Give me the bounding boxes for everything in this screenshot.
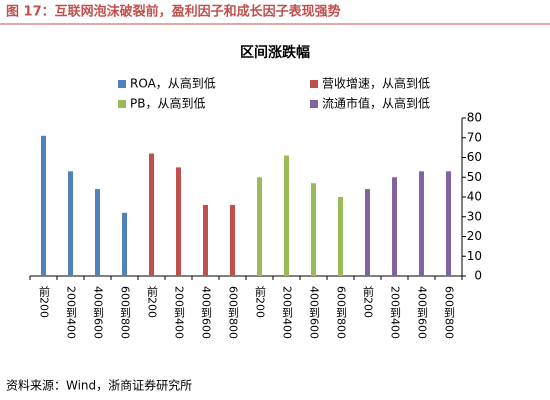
bar (392, 177, 397, 276)
legend-label: 流通市值，从高到低 (322, 96, 430, 111)
x-tick-label: 600到800 (335, 286, 348, 339)
x-tick-label: 600到800 (227, 286, 240, 339)
x-tick-label: 200到400 (281, 286, 294, 339)
y-tick-label: 0 (474, 269, 482, 283)
x-tick-label: 400到600 (92, 286, 105, 339)
x-tick-label: 200到400 (389, 286, 402, 339)
source: 资料来源：Wind，浙商证券研究所 (6, 378, 192, 393)
legend-label: 营收增速，从高到低 (322, 76, 430, 91)
bar (419, 171, 424, 276)
legend-swatch (310, 80, 318, 88)
y-tick-label: 80 (467, 111, 482, 125)
bar (446, 171, 451, 276)
bar (41, 135, 46, 276)
legend-swatch (118, 80, 126, 88)
legend-label: PB，从高到低 (130, 96, 205, 111)
bar (122, 212, 127, 276)
x-tick-label: 200到400 (65, 286, 78, 339)
x-tick-label: 400到600 (416, 286, 429, 339)
bar (338, 197, 343, 276)
legend-swatch (118, 100, 126, 108)
x-tick-label: 前200 (38, 285, 51, 318)
bar (230, 204, 235, 276)
legend-swatch (310, 100, 318, 108)
y-tick-label: 30 (467, 209, 482, 223)
y-tick-label: 40 (467, 190, 482, 204)
legend-label: ROA，从高到低 (130, 76, 216, 91)
bar (149, 153, 154, 276)
bar (365, 189, 370, 276)
x-tick-label: 400到600 (200, 286, 213, 339)
x-tick-label: 400到600 (308, 286, 321, 339)
x-tick-label: 前200 (146, 285, 159, 318)
bar (257, 177, 262, 276)
y-tick-label: 10 (467, 249, 482, 263)
x-tick-label: 前200 (254, 285, 267, 318)
x-tick-label: 前200 (362, 285, 375, 318)
x-tick-label: 200到400 (173, 286, 186, 339)
bar (311, 183, 316, 276)
figure-title: 图 17：互联网泡沫破裂前，盈利因子和成长因子表现强势 (6, 4, 341, 20)
y-tick-label: 70 (467, 130, 482, 144)
x-tick-label: 600到800 (119, 286, 132, 339)
y-tick-label: 60 (467, 150, 482, 164)
y-tick-label: 20 (467, 229, 482, 243)
x-tick-label: 600到800 (443, 286, 456, 339)
chart-title: 区间涨跌幅 (240, 44, 310, 61)
bar (176, 167, 181, 276)
y-tick-label: 50 (467, 170, 482, 184)
bar (203, 204, 208, 276)
bar (95, 189, 100, 276)
bar (68, 171, 73, 276)
bar (284, 155, 289, 276)
